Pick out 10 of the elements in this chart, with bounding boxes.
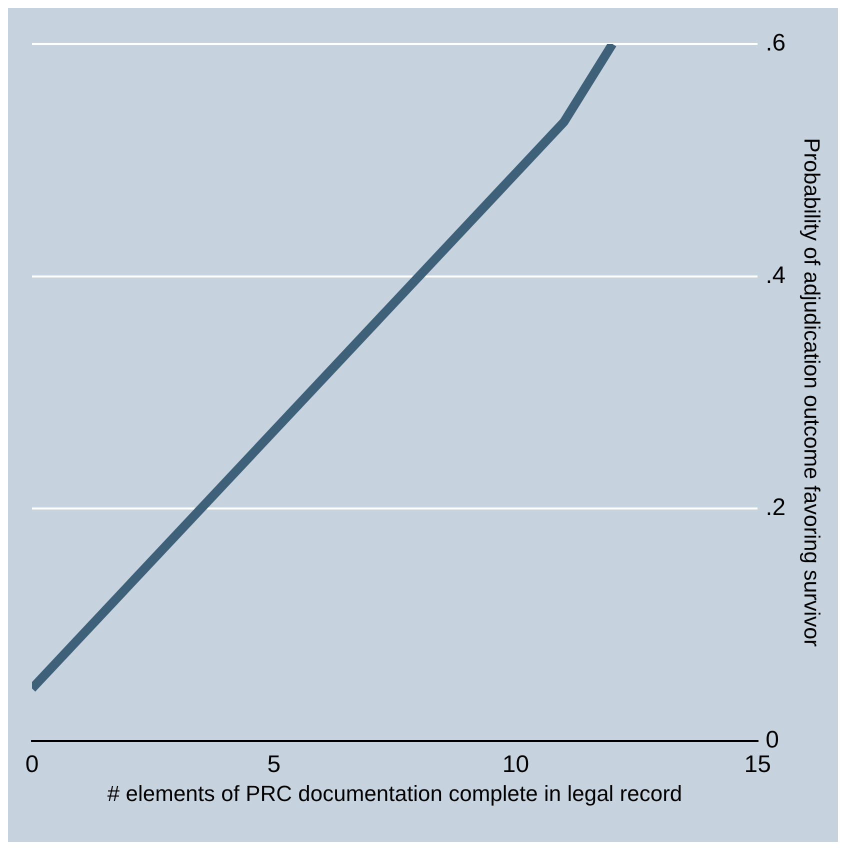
x-tick-label: 0 [25,750,39,778]
y-tick-label: .6 [766,30,786,57]
x-tick-label: 15 [744,750,771,778]
y-tick-label: .4 [766,262,786,289]
x-axis-title: # elements of PRC documentation complete in legal record [107,780,682,806]
y-axis-title: Probability of adjudication outcome favoring survivor [800,138,825,647]
y-tick-label: 0 [766,726,779,754]
y-tick-label: .2 [766,494,786,522]
x-tick-label: 5 [267,750,281,778]
x-tick-label: 10 [502,750,530,778]
